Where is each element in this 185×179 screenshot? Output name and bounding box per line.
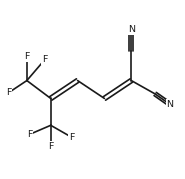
- Text: F: F: [42, 55, 47, 64]
- Text: N: N: [128, 25, 135, 34]
- Text: F: F: [27, 130, 33, 139]
- Text: F: F: [6, 88, 12, 97]
- Text: F: F: [69, 133, 74, 142]
- Text: N: N: [166, 100, 174, 109]
- Text: F: F: [48, 142, 53, 151]
- Text: F: F: [24, 52, 30, 61]
